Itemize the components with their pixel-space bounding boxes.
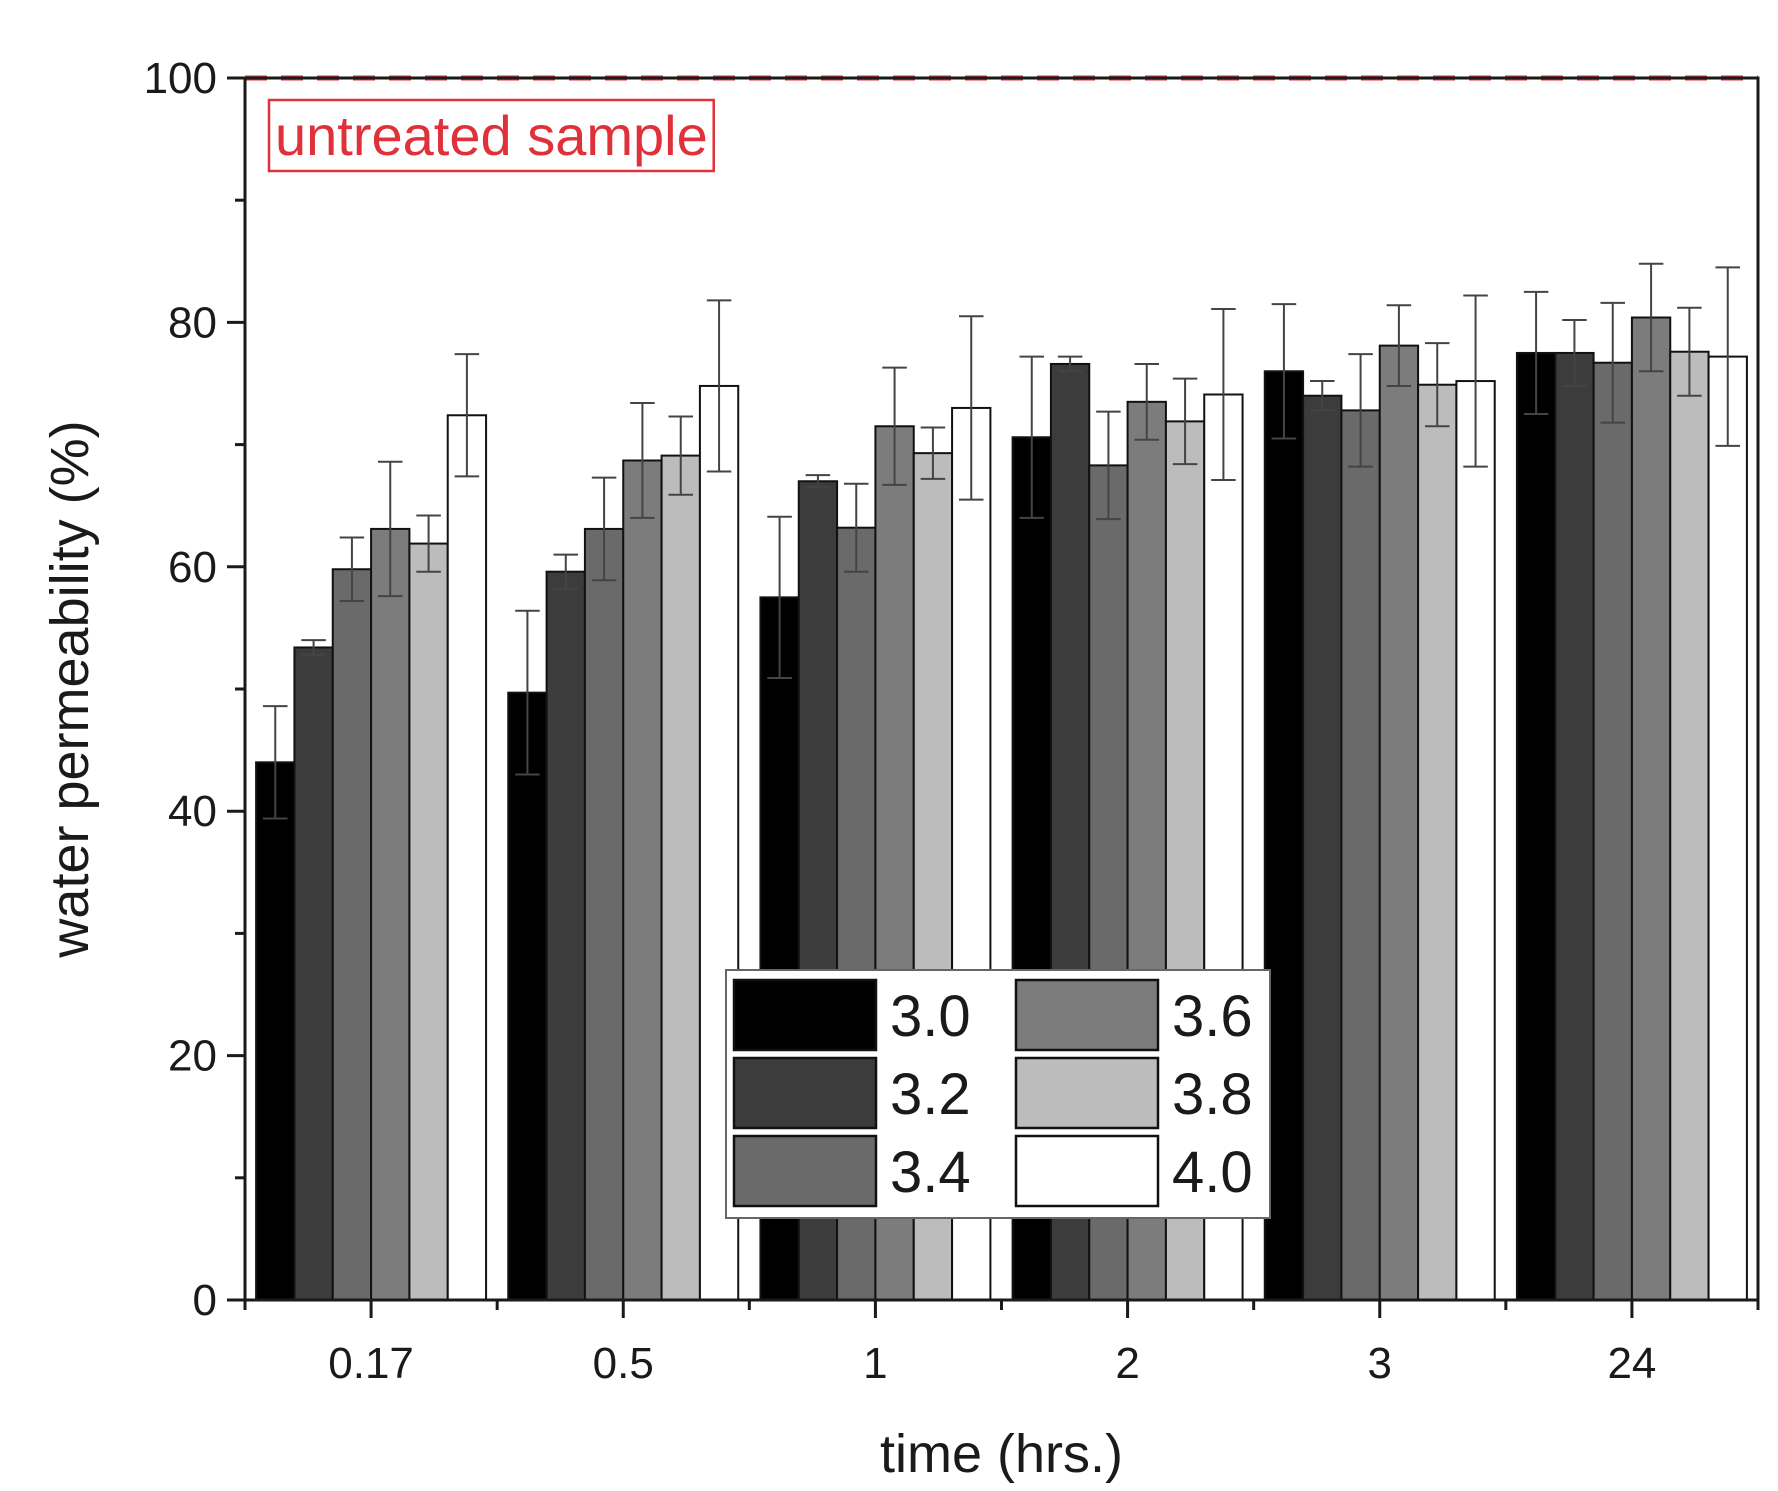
bar: [1630, 316, 1672, 1301]
legend-label: 3.4: [890, 1140, 971, 1205]
legend-label: 3.2: [890, 1062, 971, 1127]
legend-label: 3.8: [1172, 1062, 1253, 1127]
y-tick-label: 40: [168, 787, 217, 836]
legend-label: 4.0: [1172, 1140, 1253, 1205]
y-tick-label: 100: [144, 54, 217, 103]
bar: [255, 761, 296, 1301]
bar: [1554, 351, 1595, 1301]
legend-label: 3.0: [890, 984, 971, 1049]
x-tick-label: 0.17: [328, 1339, 414, 1388]
bar: [622, 459, 663, 1301]
bar: [545, 570, 586, 1301]
bar: [446, 414, 488, 1302]
bar: [1340, 409, 1381, 1302]
x-tick-label: 0.5: [593, 1339, 654, 1388]
legend-swatch: [732, 1134, 878, 1208]
legend-swatch: [732, 978, 878, 1052]
bar: [1592, 361, 1633, 1301]
error-bars-layer: [262, 262, 1741, 820]
bar: [293, 646, 334, 1301]
bar: [1515, 351, 1557, 1301]
legend-label: 3.6: [1172, 984, 1253, 1049]
bar: [1669, 350, 1710, 1301]
bar: [1455, 380, 1496, 1301]
bar: [1302, 394, 1343, 1302]
y-tick-label: 80: [168, 298, 217, 347]
y-tick-label: 0: [193, 1276, 217, 1325]
legend-swatch: [1014, 1056, 1160, 1130]
bar: [1378, 344, 1420, 1302]
x-tick-label: 2: [1115, 1339, 1139, 1388]
bar: [507, 691, 548, 1301]
bar: [408, 542, 449, 1301]
bar: [331, 568, 373, 1301]
axes-layer: 0 20 40 60 80 100 0.17 0.5 1 2 3 24: [144, 54, 1760, 1388]
bar: [1417, 383, 1458, 1301]
y-axis-title: water permeability (%): [40, 420, 100, 958]
bar: [370, 527, 411, 1301]
legend-swatch: [1014, 1134, 1160, 1208]
reference-label: untreated sample: [275, 104, 708, 167]
x-tick-label: 24: [1607, 1339, 1656, 1388]
legend-swatch: [1014, 978, 1160, 1052]
y-tick-label: 60: [168, 543, 217, 592]
bar: [1707, 355, 1748, 1301]
x-tick-label: 1: [863, 1339, 887, 1388]
y-tick-label: 20: [168, 1032, 217, 1081]
legend: 3.0 3.2 3.4 3.6 3.8 4.0: [725, 969, 1271, 1219]
x-tick-label: 3: [1368, 1339, 1392, 1388]
reference-label-box: [267, 98, 715, 173]
bar: [660, 454, 701, 1301]
bar: [583, 527, 625, 1301]
legend-swatch: [732, 1056, 878, 1130]
x-axis-title: time (hrs.): [880, 1424, 1123, 1484]
